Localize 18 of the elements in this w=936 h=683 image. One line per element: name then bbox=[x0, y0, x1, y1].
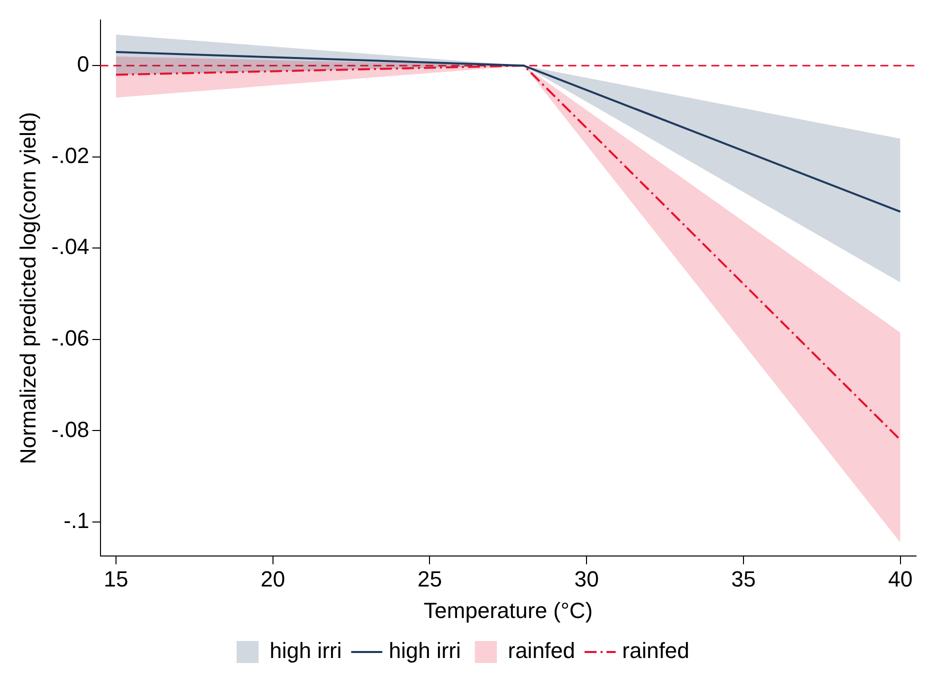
y-tick-label: -.1 bbox=[64, 508, 90, 534]
y-tick-label: 0 bbox=[77, 52, 90, 77]
y-tick-label: -.04 bbox=[51, 234, 90, 260]
x-tick-label: 20 bbox=[260, 566, 286, 592]
y-tick-label: -.06 bbox=[51, 326, 90, 350]
x-tick-label: 25 bbox=[417, 566, 442, 592]
x-tick-label: 35 bbox=[731, 566, 756, 592]
x-tick-label: 15 bbox=[104, 566, 128, 592]
y-tick-label: -.08 bbox=[51, 416, 90, 442]
y-tick-label: -.02 bbox=[51, 142, 90, 168]
legend-label: rainfed bbox=[508, 638, 576, 664]
y-axis-title: Normalized predicted log(corn yield) bbox=[15, 112, 40, 464]
x-tick-label: 30 bbox=[574, 566, 599, 592]
x-axis-title: Temperature (°C) bbox=[424, 598, 593, 623]
legend-label: high irri bbox=[270, 638, 342, 664]
x-tick-label: 40 bbox=[888, 566, 913, 592]
text: high irri bbox=[388, 638, 461, 664]
text: rainfed bbox=[622, 638, 690, 664]
